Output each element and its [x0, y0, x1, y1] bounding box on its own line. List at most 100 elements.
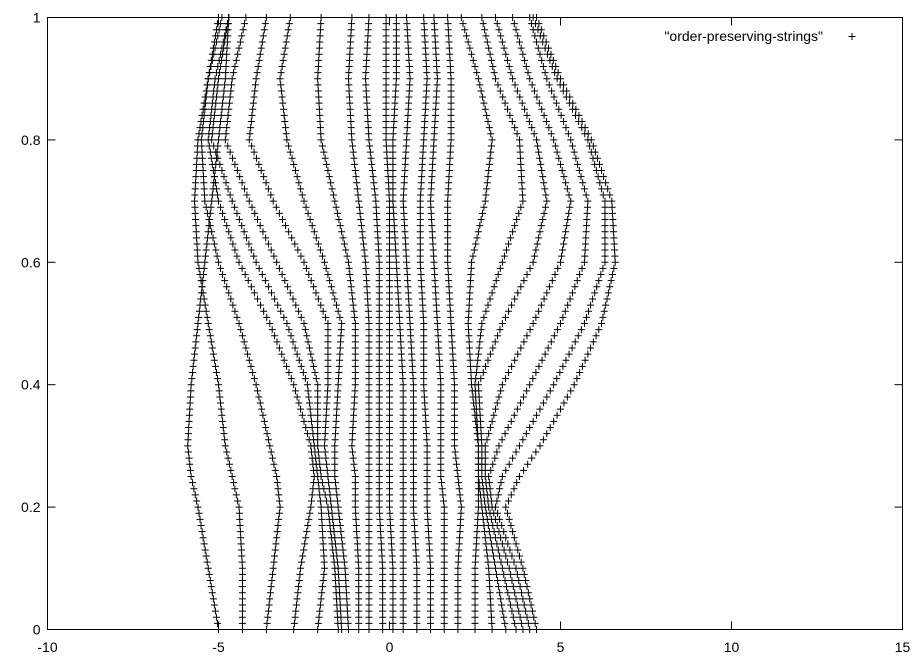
data-point — [386, 405, 393, 413]
data-point — [196, 515, 204, 523]
data-point — [363, 277, 371, 285]
data-point — [400, 209, 408, 217]
data-point — [520, 393, 528, 401]
data-point — [420, 350, 428, 358]
data-point — [225, 99, 233, 107]
data-point — [392, 32, 400, 40]
data-point — [308, 222, 316, 230]
data-point — [386, 258, 393, 266]
data-point — [427, 613, 435, 621]
data-point — [205, 69, 213, 77]
data-point — [502, 50, 510, 58]
data-point — [335, 570, 343, 578]
data-point — [601, 252, 609, 260]
data-point — [409, 368, 417, 376]
data-point — [417, 179, 425, 187]
data-point — [320, 558, 328, 566]
data-point — [419, 313, 427, 321]
data-point — [579, 179, 587, 187]
data-point — [243, 191, 251, 199]
data-point — [399, 442, 407, 450]
data-point — [554, 69, 562, 77]
data-point — [221, 442, 229, 450]
data-point — [401, 234, 409, 242]
data-point — [411, 540, 419, 548]
data-point — [426, 558, 434, 566]
data-point — [437, 393, 445, 401]
data-point — [498, 601, 506, 609]
data-point — [209, 595, 217, 603]
data-point — [220, 430, 228, 438]
data-point — [353, 179, 361, 187]
data-point — [420, 136, 428, 144]
y-tick-label: 0.2 — [21, 499, 41, 515]
data-point — [365, 399, 373, 407]
data-point — [216, 393, 224, 401]
data-point — [422, 50, 430, 58]
data-point — [386, 399, 393, 407]
data-point — [420, 368, 428, 376]
data-point — [450, 393, 458, 401]
data-point — [204, 564, 212, 572]
data-point — [349, 417, 357, 425]
data-point — [508, 362, 516, 370]
data-point — [432, 56, 440, 64]
data-point — [389, 558, 397, 566]
data-point — [201, 301, 209, 309]
data-point — [433, 87, 441, 95]
data-point — [340, 240, 348, 248]
data-point — [273, 479, 281, 487]
data-point — [266, 320, 274, 327]
data-point — [399, 546, 407, 554]
data-point — [480, 313, 488, 321]
data-point — [365, 375, 373, 383]
data-point — [361, 252, 369, 260]
data-point — [215, 387, 223, 395]
data-point — [447, 130, 455, 138]
data-point — [557, 75, 564, 83]
data-point — [279, 56, 287, 64]
data-point — [298, 558, 306, 566]
data-point — [535, 234, 543, 242]
data-point — [535, 307, 543, 315]
data-point — [531, 87, 539, 95]
data-point — [390, 222, 398, 230]
data-point — [580, 320, 588, 327]
data-point — [399, 393, 407, 401]
data-point — [387, 534, 395, 542]
data-point — [512, 26, 520, 34]
data-point — [534, 44, 542, 52]
data-point — [539, 62, 547, 70]
data-point — [529, 320, 537, 327]
data-point — [271, 295, 279, 303]
data-point — [209, 167, 217, 174]
data-point — [341, 564, 349, 572]
data-point — [365, 503, 373, 511]
data-point — [399, 197, 407, 205]
data-point — [427, 564, 435, 572]
data-point — [332, 485, 340, 493]
data-point — [421, 44, 429, 52]
data-point — [427, 209, 435, 217]
data-point — [262, 424, 270, 432]
data-point — [365, 607, 373, 615]
data-point — [191, 203, 199, 211]
data-point — [474, 75, 482, 83]
data-point — [502, 246, 510, 254]
data-point — [532, 313, 540, 321]
data-point — [422, 87, 430, 95]
data-point — [422, 99, 430, 107]
data-point — [274, 521, 282, 529]
data-point — [300, 417, 308, 425]
data-point — [290, 619, 298, 627]
data-point — [554, 264, 562, 272]
data-point — [547, 130, 555, 138]
data-point — [521, 105, 529, 113]
data-point — [201, 197, 209, 205]
data-point — [194, 252, 202, 260]
data-point — [408, 362, 416, 370]
data-point — [335, 362, 343, 370]
data-point — [431, 271, 439, 279]
data-point — [382, 62, 390, 70]
data-point — [423, 485, 431, 493]
